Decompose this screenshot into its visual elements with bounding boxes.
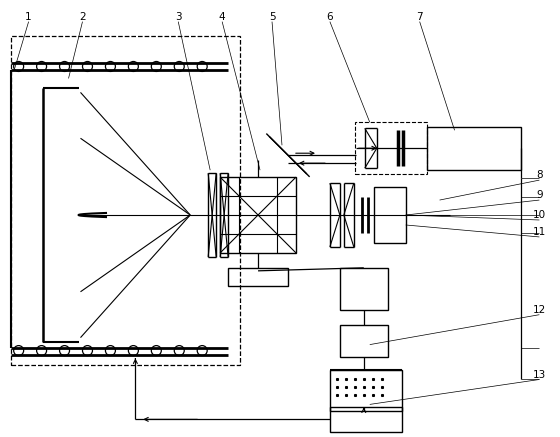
Bar: [340, 268, 388, 310]
Text: 12: 12: [533, 305, 546, 315]
Text: 7: 7: [416, 12, 423, 22]
Bar: [340, 325, 388, 357]
Text: 9: 9: [536, 190, 543, 200]
Text: 1: 1: [25, 12, 32, 22]
Bar: [11, 35, 240, 364]
Text: 4: 4: [219, 12, 226, 22]
Bar: [220, 177, 296, 253]
Text: 2: 2: [79, 12, 86, 22]
Bar: [330, 407, 402, 432]
Text: 10: 10: [533, 210, 546, 220]
Text: 13: 13: [533, 370, 546, 379]
Bar: [228, 268, 288, 286]
Bar: [427, 127, 521, 170]
Text: 8: 8: [536, 170, 543, 180]
Text: 3: 3: [175, 12, 181, 22]
Text: 6: 6: [326, 12, 333, 22]
Text: 5: 5: [269, 12, 276, 22]
Bar: [330, 370, 402, 411]
Bar: [355, 122, 427, 174]
Bar: [374, 187, 405, 243]
Text: 11: 11: [533, 227, 546, 237]
